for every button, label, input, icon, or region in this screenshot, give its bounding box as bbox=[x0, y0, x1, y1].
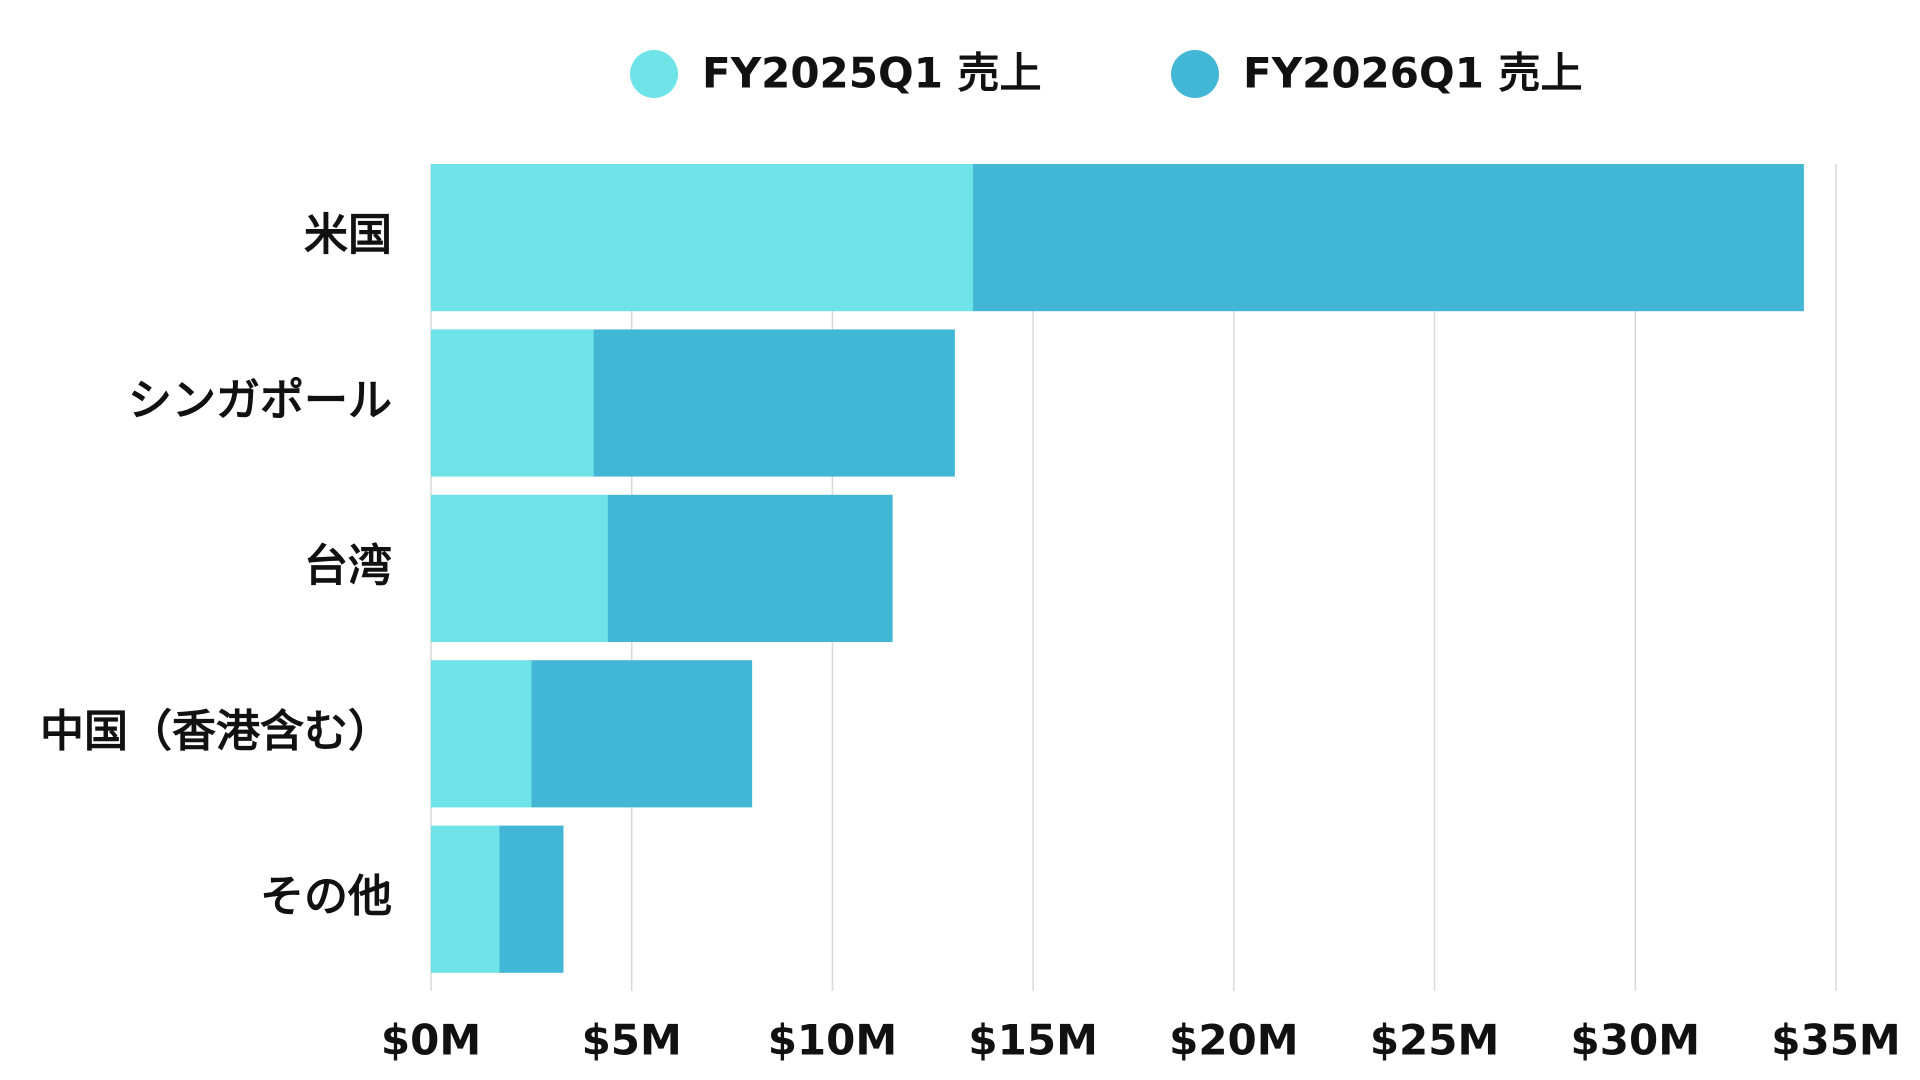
bar-segment bbox=[607, 494, 893, 643]
bar-segment bbox=[431, 825, 500, 973]
y-tick-label: その他 bbox=[260, 871, 392, 922]
bar-segment bbox=[431, 660, 532, 808]
x-tick-label: $10M bbox=[768, 1016, 897, 1065]
legend-label: FY2026Q1 売上 bbox=[1243, 49, 1583, 98]
x-tick-label: $15M bbox=[968, 1016, 1097, 1065]
y-tick-label: シンガポール bbox=[128, 375, 392, 426]
bar-segment bbox=[431, 164, 973, 312]
y-tick-label: 中国（香港含む） bbox=[40, 706, 392, 757]
legend-marker bbox=[630, 50, 678, 98]
x-tick-label: $30M bbox=[1571, 1016, 1700, 1065]
bar-segment bbox=[431, 494, 608, 643]
y-tick-label: 台湾 bbox=[304, 540, 392, 591]
y-tick-label: 米国 bbox=[304, 210, 392, 261]
bar-segment bbox=[593, 329, 955, 477]
legend-marker bbox=[1171, 50, 1219, 98]
x-tick-label: $25M bbox=[1370, 1016, 1499, 1065]
x-tick-label: $35M bbox=[1771, 1016, 1900, 1065]
bar-segment bbox=[431, 329, 594, 477]
bar-segment bbox=[499, 825, 564, 973]
bar-segment bbox=[531, 660, 753, 808]
legend-label: FY2025Q1 売上 bbox=[702, 49, 1042, 98]
x-tick-label: $0M bbox=[381, 1016, 481, 1065]
x-tick-label: $20M bbox=[1169, 1016, 1298, 1065]
bar-segment bbox=[972, 164, 1804, 312]
x-tick-label: $5M bbox=[582, 1016, 682, 1065]
